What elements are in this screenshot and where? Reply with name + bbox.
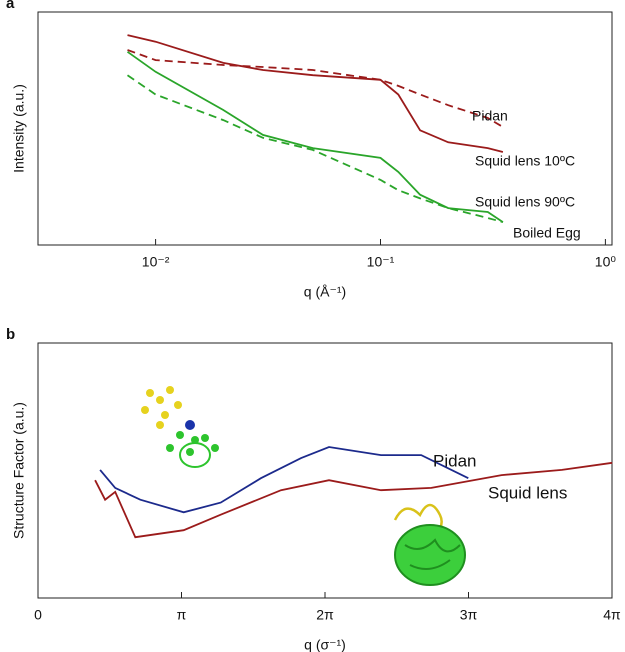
series-line	[127, 49, 504, 128]
x-tick-label: 3π	[460, 607, 478, 623]
plot-frame	[37, 342, 613, 599]
plot-frame	[37, 11, 613, 246]
series-label: Squid lens 90ºC	[475, 194, 575, 210]
x-tick-label: 4π	[603, 607, 621, 623]
protein-illustration-2	[393, 503, 466, 586]
series-line	[126, 51, 504, 223]
panel-label: a	[6, 0, 15, 12]
y-axis-label: Structure Factor (a.u.)	[11, 402, 27, 539]
series-line	[94, 461, 613, 539]
x-tick-label: 10⁻¹	[367, 254, 395, 270]
x-axis-label: q (Å⁻¹)	[304, 284, 346, 300]
x-tick-label: 2π	[316, 607, 334, 623]
series-line	[126, 74, 504, 223]
y-axis-label: Intensity (a.u.)	[11, 84, 27, 173]
series-label: Pidan	[433, 451, 476, 470]
series-label: Pidan	[472, 108, 508, 124]
x-tick-label: 0	[34, 607, 42, 623]
x-tick-label: 10⁻²	[142, 254, 170, 270]
series-line	[99, 446, 469, 514]
series-label: Boiled Egg	[513, 225, 581, 241]
x-tick-label: π	[177, 607, 187, 623]
x-axis-label: q (σ⁻¹)	[304, 637, 346, 652]
series-label: Squid lens 10ºC	[475, 153, 575, 169]
panel-label: b	[6, 326, 15, 343]
series-line	[127, 34, 504, 153]
x-tick-label: 10⁰	[595, 254, 617, 270]
protein-illustration-1	[141, 386, 219, 468]
series-label: Squid lens	[488, 483, 567, 502]
